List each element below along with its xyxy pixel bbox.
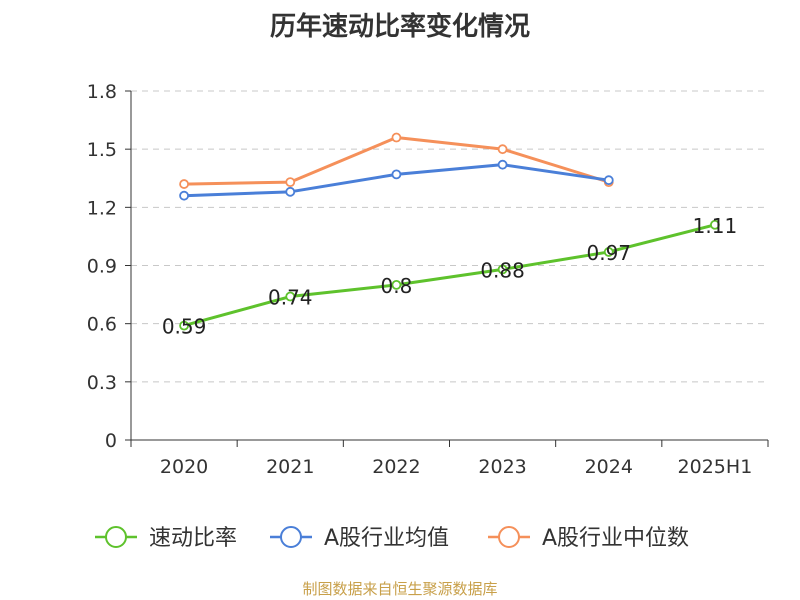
series-line-0 bbox=[183, 223, 716, 328]
x-tick-label: 2022 bbox=[372, 456, 420, 478]
data-source-note: 制图数据来自恒生聚源数据库 bbox=[302, 580, 498, 598]
y-tick-label: 0 bbox=[105, 430, 117, 452]
x-tick-label: 2023 bbox=[478, 456, 526, 478]
y-tick-label: 0.6 bbox=[87, 314, 117, 336]
data-point bbox=[179, 320, 189, 331]
y-tick-label: 0.9 bbox=[87, 256, 117, 278]
y-tick-label: 0.3 bbox=[87, 372, 117, 394]
data-point bbox=[179, 179, 189, 189]
data-point bbox=[391, 169, 402, 180]
data-point bbox=[497, 264, 508, 275]
data-point bbox=[391, 279, 402, 290]
data-point bbox=[710, 219, 720, 230]
x-tick-label: 2024 bbox=[585, 456, 633, 478]
data-point bbox=[603, 175, 614, 186]
data-point bbox=[179, 190, 189, 201]
data-point bbox=[497, 159, 508, 170]
data-label: 0.97 bbox=[586, 241, 631, 265]
y-tick-label: 1.5 bbox=[87, 139, 117, 161]
data-point bbox=[285, 186, 296, 197]
x-tick-label: 2020 bbox=[160, 456, 208, 478]
x-tick-label: 2025H1 bbox=[678, 456, 753, 478]
chart-title: 历年速动比率变化情况 bbox=[269, 12, 530, 42]
data-point bbox=[391, 132, 402, 143]
data-point bbox=[285, 291, 296, 302]
data-point bbox=[285, 177, 296, 188]
y-tick-label: 1.8 bbox=[87, 81, 117, 103]
legend-marker bbox=[280, 526, 302, 548]
legend-marker bbox=[105, 526, 127, 548]
y-tick-label: 1.2 bbox=[87, 197, 117, 219]
data-label: 1.11 bbox=[693, 214, 738, 238]
data-point bbox=[497, 144, 508, 155]
series-line-1 bbox=[184, 163, 609, 198]
x-tick-label: 2021 bbox=[266, 456, 314, 478]
data-label: 0.8 bbox=[381, 274, 413, 298]
data-label: 0.74 bbox=[268, 286, 313, 310]
legend-marker bbox=[498, 526, 520, 548]
data-label: 0.88 bbox=[480, 258, 525, 282]
legend-label: 速动比率 bbox=[149, 526, 237, 551]
data-point bbox=[603, 247, 614, 257]
data-label: 0.59 bbox=[162, 315, 207, 339]
legend-label: A股行业中位数 bbox=[542, 526, 689, 551]
legend-label: A股行业均值 bbox=[324, 526, 449, 551]
